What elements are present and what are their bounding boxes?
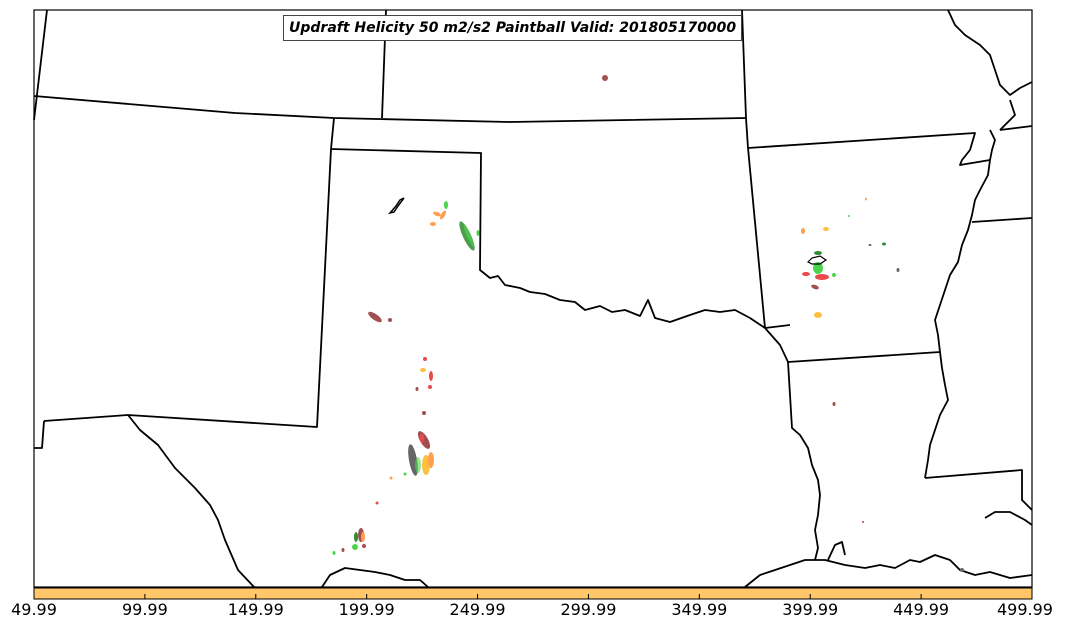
paintball-object bbox=[387, 197, 405, 215]
gulf-coast bbox=[744, 554, 1033, 588]
paintball-object bbox=[823, 227, 829, 231]
gulf-coast-tx bbox=[321, 567, 429, 588]
colorbar-tick-label: 349.99 bbox=[671, 600, 728, 619]
paintball-object bbox=[403, 472, 407, 476]
paintball-object bbox=[444, 201, 448, 209]
paintball-object bbox=[422, 411, 426, 415]
paintball-object bbox=[862, 521, 864, 523]
paintball-object bbox=[415, 457, 421, 473]
colorbar-tick-label: 149.99 bbox=[227, 600, 284, 619]
boundary-tx-west bbox=[127, 148, 332, 589]
paintball-object bbox=[420, 433, 424, 443]
paintball-object bbox=[814, 251, 822, 255]
paintball-object bbox=[368, 311, 382, 323]
colorbar-tick-label: 49.99 bbox=[11, 600, 57, 619]
boundary-ar-south bbox=[787, 351, 941, 363]
colorbar-tick-label: 199.99 bbox=[338, 600, 395, 619]
boundary-mo-east bbox=[947, 9, 1033, 96]
colorbar-tick-label: 249.99 bbox=[449, 600, 506, 619]
paintball-object bbox=[832, 273, 836, 277]
coast-islands bbox=[984, 511, 1033, 526]
boundary-mississippi-river bbox=[924, 129, 996, 479]
paintball-object bbox=[415, 387, 419, 391]
boundary-mo-east-2 bbox=[999, 99, 1016, 131]
paintball-objects bbox=[332, 75, 964, 572]
boundary-kansas-east bbox=[741, 9, 749, 149]
colorbar-tick-label: 99.99 bbox=[121, 600, 168, 619]
paintball-object bbox=[361, 532, 365, 542]
boundary-nm-sw bbox=[34, 420, 45, 449]
paintball-object bbox=[811, 284, 819, 290]
state-boundaries bbox=[33, 9, 1033, 589]
paintball-object bbox=[960, 568, 964, 572]
paintball-object bbox=[389, 476, 393, 480]
paintball-object bbox=[832, 402, 836, 406]
paintball-object bbox=[433, 211, 441, 217]
map-title: Updraft Helicity 50 m2/s2 Paintball Vali… bbox=[283, 15, 743, 41]
paintball-object bbox=[354, 532, 358, 542]
boundary-tn-north bbox=[999, 125, 1033, 131]
paintball-object bbox=[428, 385, 432, 389]
paintball-object bbox=[896, 268, 900, 272]
paintball-object bbox=[332, 551, 336, 555]
coast-marsh bbox=[827, 541, 846, 561]
colorbar-tick-label: 299.99 bbox=[560, 600, 617, 619]
paintball-object bbox=[423, 357, 427, 361]
paintball-object bbox=[362, 544, 366, 548]
paintball-object bbox=[430, 222, 436, 226]
paintball-object bbox=[848, 215, 850, 217]
paintball-object bbox=[868, 244, 872, 246]
boundary-tx-east bbox=[764, 327, 821, 561]
paintball-object bbox=[375, 501, 379, 505]
boundary-co-east bbox=[330, 117, 335, 150]
paintball-object bbox=[814, 312, 822, 318]
paintball-object bbox=[865, 197, 867, 201]
boundary-ok-east bbox=[747, 147, 766, 329]
paintball-object bbox=[806, 255, 828, 265]
colorbar-tick-label: 499.99 bbox=[997, 600, 1053, 619]
paintball-object bbox=[801, 228, 805, 234]
paintball-object bbox=[815, 274, 829, 280]
paintball-object bbox=[420, 368, 426, 372]
paintball-object bbox=[882, 242, 886, 246]
paintball-object bbox=[439, 210, 447, 220]
paintball-object bbox=[428, 452, 434, 468]
boundary-ms-north bbox=[971, 217, 1033, 223]
paintball-object bbox=[813, 262, 823, 274]
boundary-ok-north bbox=[330, 148, 791, 329]
paintball-object bbox=[341, 548, 345, 552]
map-frame bbox=[33, 9, 1033, 588]
boundary-co-north bbox=[33, 9, 48, 121]
paintball-object bbox=[602, 75, 608, 81]
paintball-object bbox=[463, 225, 475, 247]
paintball-object bbox=[476, 230, 480, 236]
paintball-object bbox=[802, 272, 810, 276]
boundary-mo-south bbox=[747, 132, 991, 166]
paintball-object bbox=[352, 544, 358, 550]
boundary-la-ms bbox=[924, 469, 1033, 511]
boundary-nm-south bbox=[43, 414, 129, 422]
paintball-object bbox=[388, 318, 392, 322]
colorbar-tick-label: 399.99 bbox=[782, 600, 839, 619]
colorbar-tick-label: 449.99 bbox=[893, 600, 950, 619]
paintball-object bbox=[429, 371, 433, 381]
colorbar bbox=[33, 587, 1033, 600]
colorbar-ticks bbox=[33, 594, 1033, 599]
